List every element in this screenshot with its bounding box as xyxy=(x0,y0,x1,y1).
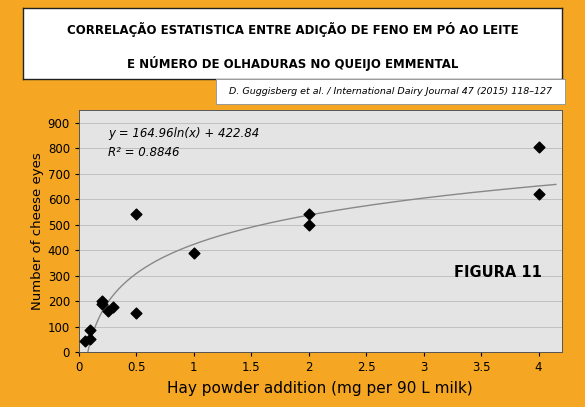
Point xyxy=(109,304,118,311)
Text: CORRELAÇÃO ESTATISTICA ENTRE ADIÇÃO DE FENO EM PÓ AO LEITE: CORRELAÇÃO ESTATISTICA ENTRE ADIÇÃO DE F… xyxy=(67,22,518,37)
Point xyxy=(86,327,95,334)
Point xyxy=(534,191,543,197)
Text: FIGURA 11: FIGURA 11 xyxy=(455,265,542,280)
Point xyxy=(534,144,543,150)
Point xyxy=(132,309,141,316)
Text: E NÚMERO DE OLHADURAS NO QUEIJO EMMENTAL: E NÚMERO DE OLHADURAS NO QUEIJO EMMENTAL xyxy=(127,56,458,71)
Point xyxy=(304,221,314,228)
Point xyxy=(86,336,95,343)
Point xyxy=(132,211,141,218)
Text: D. Guggisberg et al. / International Dairy Journal 47 (2015) 118–127: D. Guggisberg et al. / International Dai… xyxy=(229,87,552,96)
Text: R² = 0.8846: R² = 0.8846 xyxy=(108,146,180,159)
Point xyxy=(304,211,314,218)
Point xyxy=(80,337,90,344)
X-axis label: Hay powder addition (mg per 90 L milk): Hay powder addition (mg per 90 L milk) xyxy=(167,381,473,396)
Point xyxy=(97,300,106,307)
Y-axis label: Number of cheese eyes: Number of cheese eyes xyxy=(30,152,43,310)
Point xyxy=(189,249,198,256)
Point xyxy=(97,298,106,304)
Text: y = 164.96ln(x) + 422.84: y = 164.96ln(x) + 422.84 xyxy=(108,127,259,140)
Point xyxy=(103,308,112,315)
